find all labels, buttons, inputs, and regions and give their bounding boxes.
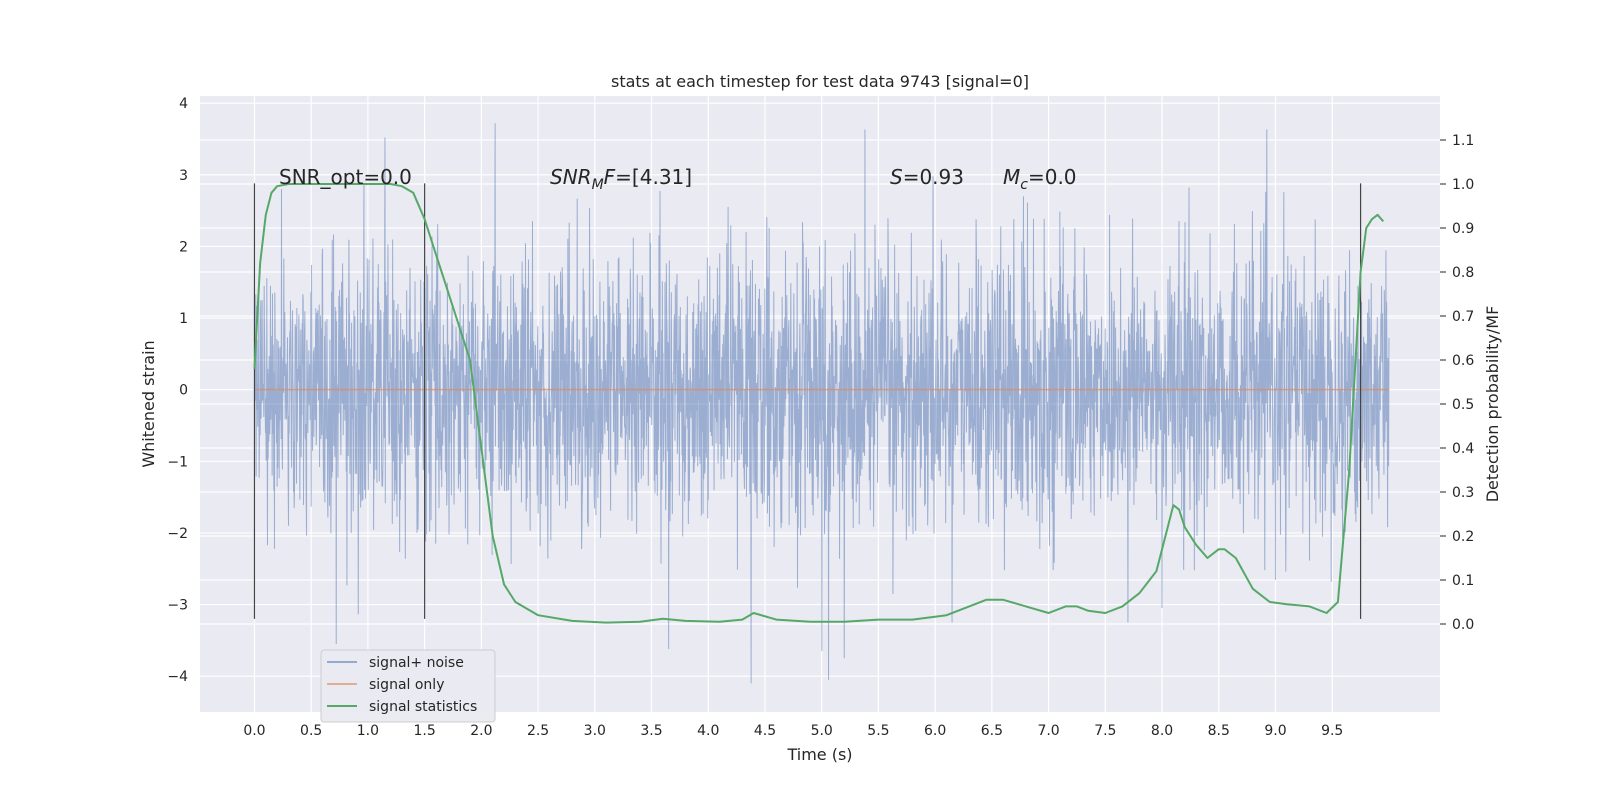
series-signal-statistics — [253, 183, 1385, 624]
x-tick-label: 4.0 — [697, 723, 719, 739]
y-right-tick-label: 0.5 — [1452, 397, 1474, 413]
y-right-tick-label: 0.2 — [1452, 529, 1474, 545]
legend-label-signal-statistics: signal statistics — [369, 699, 477, 715]
signal-statistics-line — [253, 183, 1385, 624]
y-tick-label: 0 — [179, 383, 188, 399]
y-tick-label: −4 — [167, 669, 188, 685]
x-axis-label: Time (s) — [786, 745, 852, 764]
x-tick-label: 0.0 — [243, 723, 265, 739]
x-tick-label: 8.5 — [1208, 723, 1230, 739]
x-axis-ticks: 0.0 0.5 1.0 1.5 2.0 2.5 3.0 3.5 4.0 4.5 5.0 5.5 6.0 6… — [243, 723, 1343, 739]
x-tick-label: 9.5 — [1321, 723, 1343, 739]
x-tick-label: 0.5 — [300, 723, 322, 739]
y-axis-ticks: −4 −3 −2 −1 0 1 2 3 4 — [167, 96, 188, 685]
x-tick-label: 1.5 — [413, 723, 435, 739]
y-tick-label: 1 — [179, 311, 188, 327]
legend-label-signal-only: signal only — [369, 677, 444, 693]
y-tick-label: −3 — [167, 598, 188, 614]
annotation-snr-mf: SNRMF=[4.31] — [550, 165, 692, 193]
x-tick-label: 7.0 — [1037, 723, 1059, 739]
y-right-tick-label: 0.3 — [1452, 485, 1474, 501]
x-tick-label: 9.0 — [1264, 723, 1286, 739]
x-tick-label: 3.5 — [640, 723, 662, 739]
x-tick-label: 2.0 — [470, 723, 492, 739]
y-tick-label: 2 — [179, 239, 188, 255]
legend-box — [320, 649, 496, 723]
x-tick-label: 5.5 — [867, 723, 889, 739]
x-tick-label: 8.0 — [1151, 723, 1173, 739]
chart-title: stats at each timestep for test data 974… — [611, 72, 1029, 91]
y-right-tick-label: 1.1 — [1452, 133, 1474, 149]
y-tick-label: 4 — [179, 96, 188, 112]
vertical-markers — [253, 183, 1362, 619]
x-tick-label: 1.0 — [357, 723, 379, 739]
x-tick-label: 7.5 — [1094, 723, 1116, 739]
x-tick-label: 6.5 — [981, 723, 1003, 739]
legend: signal+ noise signal only signal statist… — [320, 649, 496, 723]
annotation-snr-opt: SNR_opt=0.0 — [279, 165, 412, 189]
y-right-tick-label: 0.6 — [1452, 353, 1474, 369]
x-tick-label: 5.0 — [811, 723, 833, 739]
y-right-tick-label: 0.1 — [1452, 573, 1474, 589]
y-right-axis-ticks: 0.0 0.1 0.2 0.3 0.4 0.5 0.6 0.7 0.8 0.9 1.0 1.1 — [1440, 133, 1474, 633]
y-right-tick-label: 0.8 — [1452, 265, 1474, 281]
legend-label-signal-noise: signal+ noise — [369, 655, 464, 671]
x-tick-label: 3.0 — [584, 723, 606, 739]
y-right-tick-label: 0.4 — [1452, 441, 1474, 457]
y-tick-label: −2 — [167, 526, 188, 542]
y-tick-label: −1 — [167, 454, 188, 470]
y-right-tick-label: 0.0 — [1452, 617, 1474, 633]
y-right-tick-label: 0.9 — [1452, 221, 1474, 237]
x-tick-label: 6.0 — [924, 723, 946, 739]
y-axis-label: Whitened strain — [139, 340, 158, 467]
annotation-s: S=0.93 — [890, 165, 964, 189]
y-right-tick-label: 1.0 — [1452, 177, 1474, 193]
annotation-mc: Mc=0.0 — [1003, 165, 1077, 193]
x-tick-label: 2.5 — [527, 723, 549, 739]
y-tick-label: 3 — [179, 168, 188, 184]
x-tick-label: 4.5 — [754, 723, 776, 739]
y-right-tick-label: 0.7 — [1452, 309, 1474, 325]
y-right-axis-label: Detection probability/MF — [1483, 306, 1502, 503]
annotations: SNR_opt=0.0 SNRMF=[4.31] S=0.93 Mc=0.0 — [279, 165, 1077, 193]
